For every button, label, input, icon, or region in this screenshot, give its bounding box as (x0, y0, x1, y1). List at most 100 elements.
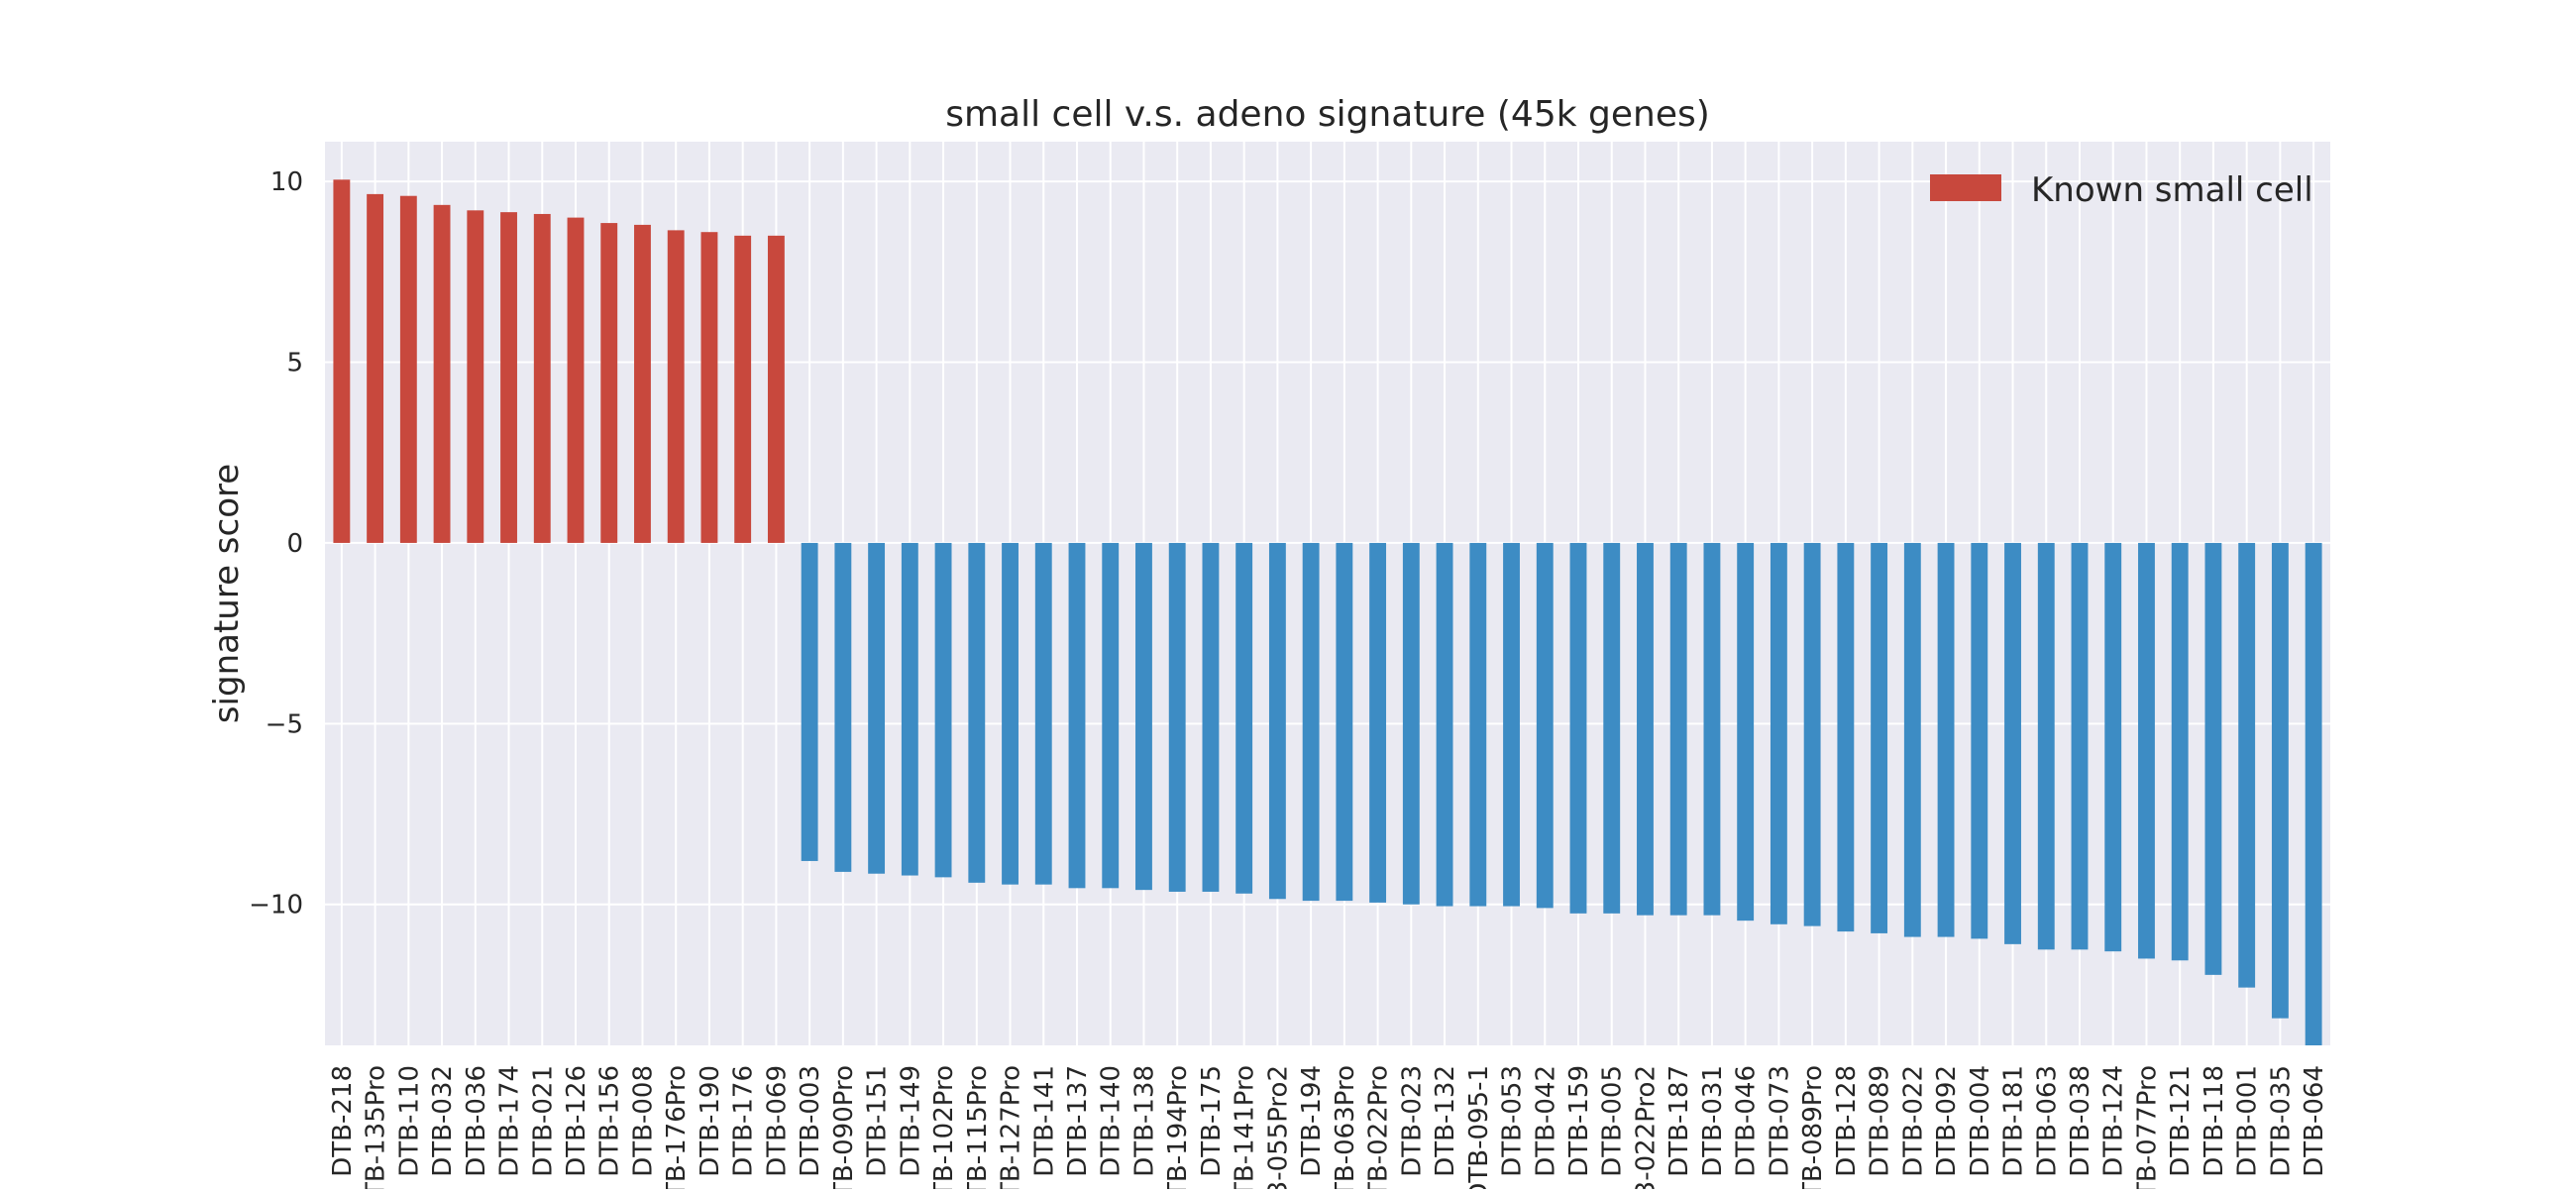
x-tick-label: TB-135Pro (362, 1065, 391, 1189)
bar (634, 224, 651, 543)
bar (367, 193, 384, 543)
bar (1770, 542, 1787, 924)
bar (1837, 542, 1855, 932)
x-tick-label: DTB-118 (2200, 1065, 2229, 1177)
bar (1235, 542, 1253, 894)
x-tick-label: DTB-053 (1498, 1065, 1528, 1177)
y-tick-label: −10 (249, 891, 303, 921)
plot-area (325, 142, 2330, 1045)
x-tick-label: DTB-073 (1765, 1065, 1794, 1177)
x-tick-label: DTB-003 (796, 1065, 825, 1177)
bar (1168, 542, 1186, 892)
bar (968, 542, 986, 883)
legend-label: Known small cell (2031, 170, 2313, 210)
y-tick-label: 5 (286, 349, 303, 379)
chart-title: small cell v.s. adeno signature (45k gen… (945, 94, 1710, 135)
bar (1937, 542, 1955, 937)
bar (934, 542, 952, 878)
bar (1002, 542, 1019, 885)
bar (533, 213, 551, 543)
x-tick-label: DTB-151 (863, 1065, 893, 1177)
x-tick-label: DTB-218 (328, 1065, 358, 1177)
bar (1569, 542, 1587, 914)
x-tick-label: DTB-005 (1598, 1065, 1628, 1177)
x-tick-label: TB-077Pro (2132, 1065, 2162, 1189)
x-tick-label: DTB-036 (462, 1065, 491, 1177)
x-tick-label: 3-055Pro2 (1263, 1065, 1293, 1189)
bar (2305, 542, 2322, 1045)
x-tick-label: DTB-023 (1397, 1065, 1427, 1177)
bar (1669, 542, 1687, 916)
x-tick-label: DTB-124 (2099, 1065, 2129, 1177)
x-tick-label: DTB-121 (2166, 1065, 2196, 1177)
bar (2004, 542, 2021, 944)
x-tick-label: TB-115Pro (963, 1065, 993, 1189)
legend: Known small cell (1930, 170, 2313, 210)
bar (767, 235, 785, 543)
x-tick-label: TB-127Pro (997, 1065, 1026, 1189)
bar (868, 542, 886, 874)
bar (1871, 542, 1888, 933)
x-tick-label: DTB-174 (495, 1065, 525, 1177)
x-tick-label: DTB-092 (1932, 1065, 1962, 1177)
bar (2037, 542, 2055, 950)
x-tick-label: DTB-126 (562, 1065, 591, 1177)
bar (901, 542, 918, 876)
x-tick-label: DTB-141 (1029, 1065, 1059, 1177)
bar (500, 212, 517, 543)
y-axis-label: signature score (207, 464, 247, 723)
x-tick-label: DTB-095-1 (1464, 1065, 1494, 1189)
bar (1737, 542, 1755, 922)
bar (1268, 542, 1286, 900)
bars (333, 179, 2322, 1045)
x-tick-label: DTB-038 (2066, 1065, 2095, 1177)
x-tick-label: DTB-022 (1898, 1065, 1928, 1177)
x-tick-label: DTB-175 (1197, 1065, 1227, 1177)
bar (1302, 542, 1320, 902)
bar (1603, 542, 1621, 914)
y-tick-label: 0 (286, 529, 303, 559)
y-tick-label: −5 (266, 709, 303, 739)
bar (1068, 542, 1086, 889)
x-tick-label: TB-141Pro (1231, 1065, 1260, 1189)
x-tick-label: DTB-187 (1664, 1065, 1694, 1177)
x-tick-label: DTB-156 (595, 1065, 625, 1177)
bar (2104, 542, 2122, 952)
bar (1135, 542, 1152, 891)
x-tick-label: TB-090Pro (829, 1065, 859, 1189)
x-tick-label: DTB-138 (1129, 1065, 1159, 1177)
bar (2071, 542, 2089, 950)
x-tick-label: DTB-176 (729, 1065, 759, 1177)
legend-swatch (1930, 174, 2001, 201)
bar (1336, 542, 1353, 902)
x-tick-label: TB-102Pro (929, 1065, 959, 1189)
bar (1034, 542, 1052, 885)
x-tick-label: DTB-140 (1097, 1065, 1127, 1177)
bar (2204, 542, 2222, 975)
bar (2238, 542, 2256, 988)
x-tick-label: DTB-008 (628, 1065, 658, 1177)
bar (1369, 542, 1387, 903)
x-tick-label: TB-022Pro (1364, 1065, 1394, 1189)
x-tick-label: TB-194Pro (1163, 1065, 1193, 1189)
y-tick-label: 10 (270, 167, 303, 197)
bar (1202, 542, 1220, 892)
x-tick-label: DTB-064 (2300, 1065, 2329, 1177)
bar (801, 542, 818, 861)
bar (333, 179, 351, 543)
bar (734, 235, 752, 543)
bar (433, 204, 451, 543)
bar (1402, 542, 1420, 905)
x-tick-label: DTB-021 (528, 1065, 558, 1177)
x-tick-labels: DTB-218 TB-135Pro DTB-110 DTB-032 DTB-036 DTB… (328, 1065, 2329, 1193)
x-tick-label: TB-089Pro (1798, 1065, 1828, 1189)
x-tick-label: DTB-149 (896, 1065, 925, 1177)
bar (2138, 542, 2155, 959)
x-tick-label: DTB-004 (1966, 1065, 1995, 1177)
x-tick-label: DTB-046 (1732, 1065, 1762, 1177)
bar (1803, 542, 1821, 926)
x-tick-label: TB-063Pro (1331, 1065, 1360, 1189)
bar (667, 230, 685, 543)
